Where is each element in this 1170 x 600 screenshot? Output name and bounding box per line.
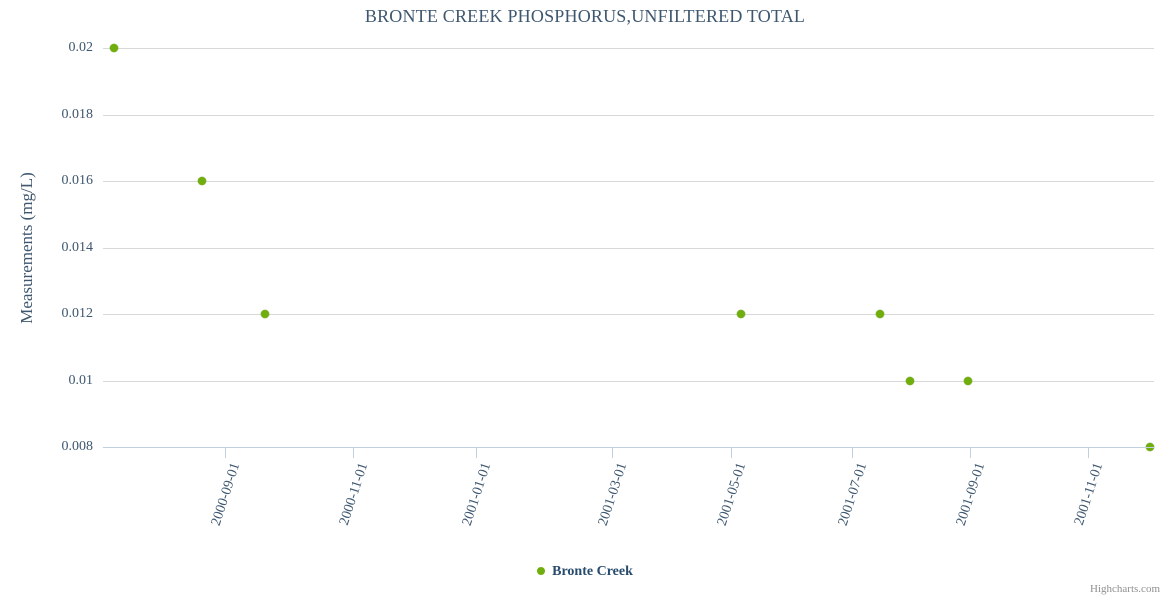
gridline bbox=[103, 115, 1154, 116]
data-point[interactable] bbox=[261, 310, 269, 318]
y-axis-tick-label: 0.012 bbox=[61, 306, 94, 321]
x-axis-tick-label-text: 2001-03-01 bbox=[595, 461, 631, 528]
x-axis-tick-label: 2000-09-01 bbox=[209, 399, 264, 528]
x-axis-tick-label-text: 2001-01-01 bbox=[459, 461, 495, 528]
x-axis-tick-label-text: 2001-05-01 bbox=[714, 461, 750, 528]
y-axis-tick-label: 0.02 bbox=[68, 40, 94, 55]
data-point[interactable] bbox=[906, 377, 914, 385]
x-axis-tick bbox=[731, 448, 732, 458]
x-axis-tick bbox=[1088, 448, 1089, 458]
y-axis-tick-labels: 0.02 0.018 0.016 0.014 0.012 0.01 0.008 bbox=[0, 0, 94, 600]
legend-item[interactable]: Bronte Creek bbox=[537, 563, 633, 581]
legend-item-label: Bronte Creek bbox=[552, 564, 633, 579]
x-axis-tick-label: 2001-07-01 bbox=[836, 399, 891, 528]
gridline bbox=[103, 248, 1154, 249]
x-axis-tick bbox=[476, 448, 477, 458]
y-axis-tick-label: 0.014 bbox=[61, 240, 94, 255]
x-axis-tick bbox=[852, 448, 853, 458]
y-axis-tick-label: 0.016 bbox=[61, 173, 94, 188]
x-axis-line bbox=[103, 447, 1154, 448]
x-axis-tick-label-text: 2001-07-01 bbox=[835, 461, 871, 528]
x-axis-tick-label: 2001-03-01 bbox=[596, 399, 651, 528]
data-point[interactable] bbox=[110, 44, 118, 52]
chart-legend: Bronte Creek bbox=[0, 563, 1170, 583]
x-axis-tick bbox=[353, 448, 354, 458]
x-axis-tick-label: 2001-01-01 bbox=[460, 399, 515, 528]
x-axis-tick-label: 2000-11-01 bbox=[337, 399, 392, 527]
data-point[interactable] bbox=[876, 310, 884, 318]
x-axis-tick-label-text: 2001-11-01 bbox=[1071, 461, 1107, 528]
x-axis-tick bbox=[970, 448, 971, 458]
y-axis-tick-label: 0.018 bbox=[61, 107, 94, 122]
x-axis-tick-label: 2001-09-01 bbox=[954, 399, 1009, 528]
x-axis-tick-label: 2001-05-01 bbox=[715, 399, 770, 528]
y-axis-tick-label: 0.01 bbox=[68, 373, 94, 388]
gridline bbox=[103, 381, 1154, 382]
x-axis-tick bbox=[225, 448, 226, 458]
x-axis-tick-label: 2001-11-01 bbox=[1072, 399, 1127, 527]
x-axis-tick bbox=[612, 448, 613, 458]
chart-title: BRONTE CREEK PHOSPHORUS,UNFILTERED TOTAL bbox=[364, 6, 806, 26]
x-axis-tick-label-text: 2001-09-01 bbox=[953, 461, 989, 528]
gridline bbox=[103, 314, 1154, 315]
legend-marker-icon bbox=[537, 567, 546, 575]
data-point[interactable] bbox=[198, 177, 206, 185]
credits-link[interactable]: Highcharts.com bbox=[1090, 583, 1160, 595]
gridline bbox=[103, 181, 1154, 182]
x-axis-tick-label-text: 2000-09-01 bbox=[208, 461, 244, 528]
gridline bbox=[103, 48, 1154, 49]
data-point[interactable] bbox=[964, 377, 972, 385]
data-point[interactable] bbox=[737, 310, 745, 318]
y-axis-tick-label: 0.008 bbox=[61, 439, 94, 454]
x-axis-tick-label-text: 2000-11-01 bbox=[336, 461, 372, 528]
